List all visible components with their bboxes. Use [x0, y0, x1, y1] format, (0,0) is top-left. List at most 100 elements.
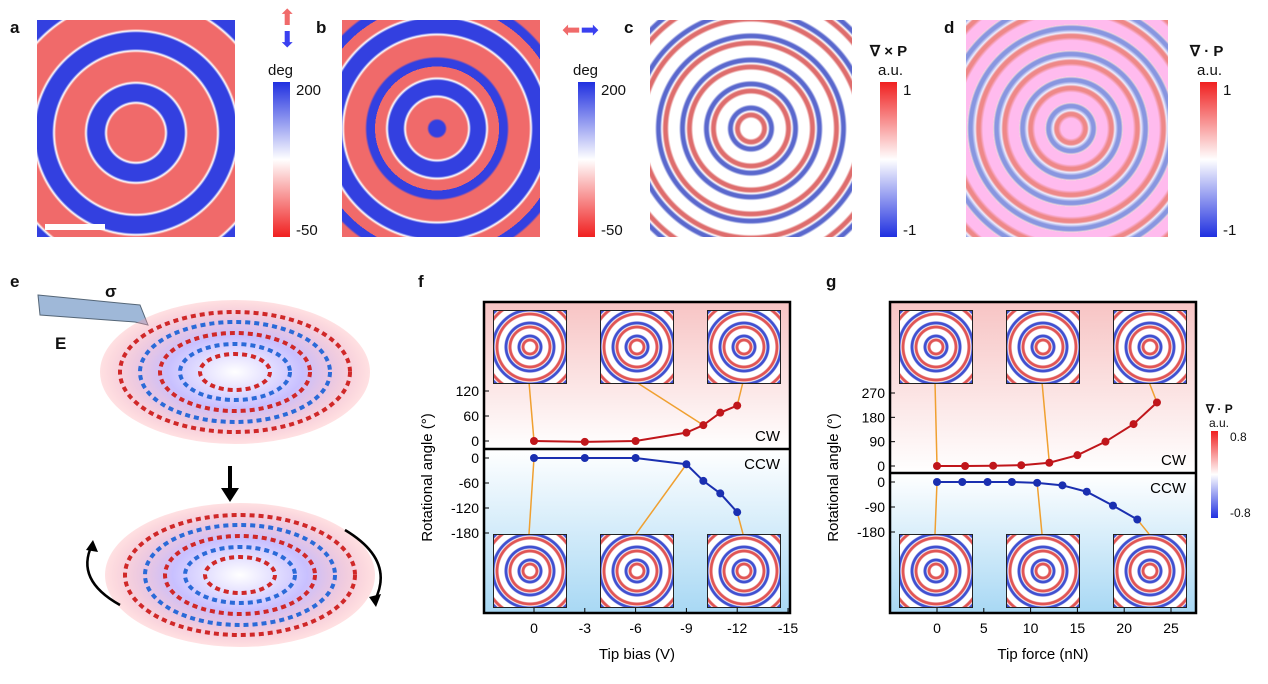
data-point-CCW: [716, 489, 725, 498]
colorbar-d-max: 1: [1223, 82, 1232, 99]
data-point-CCW: [682, 460, 691, 469]
data-point-CCW: [983, 478, 992, 486]
curl-map-c: [650, 20, 852, 237]
series-label-CW: CW: [1161, 452, 1187, 469]
colorbar-a-unit: deg: [268, 62, 294, 79]
colorbar-g-unit: a.u.: [1209, 416, 1230, 430]
colorbar-g-min: -0.8: [1230, 506, 1251, 520]
colorbar-b-max: 200: [601, 82, 627, 99]
div-map-d: [966, 20, 1168, 237]
inset-map: [493, 534, 567, 608]
data-point-CCW: [631, 454, 640, 462]
scale-bar: [45, 224, 105, 230]
plot-frame: [888, 300, 1198, 615]
inset-map: [1113, 310, 1187, 384]
x-tick-label: 10: [1023, 620, 1039, 636]
data-point-CW: [699, 421, 708, 430]
x-tick-label: -9: [680, 620, 693, 636]
x-tick-label: 0: [933, 620, 941, 636]
colorbar-g-title: ∇ · P: [1206, 402, 1233, 416]
colorbar-c-min: -1: [903, 222, 917, 239]
inset-map: [899, 310, 973, 384]
x-tick-label: 20: [1116, 620, 1132, 636]
rotation-arrow-right-icon: [344, 528, 382, 601]
series-label-CCW: CCW: [1150, 480, 1187, 497]
panel-label-c: c: [624, 18, 634, 37]
x-tick-label: 25: [1163, 620, 1179, 636]
x-tick-label: -15: [778, 620, 798, 636]
colorbar-b-min: -50: [601, 222, 623, 239]
y-axis-label: Rotational angle (°): [825, 413, 842, 542]
schematic-e: [37, 294, 382, 647]
panel-label-b: b: [316, 18, 327, 37]
data-point-CW: [961, 462, 970, 470]
panel-label-e: e: [10, 272, 20, 291]
data-point-CW: [580, 437, 589, 446]
inset-pointer-arrow: [736, 381, 744, 406]
panel-label-g: g: [826, 272, 837, 291]
phase-map-b: [342, 20, 540, 237]
data-point-CW: [733, 401, 742, 410]
inset-map: [899, 534, 973, 608]
data-point-CCW: [1007, 478, 1016, 486]
inset-map: [600, 310, 674, 384]
series-label-CW: CW: [755, 428, 781, 445]
data-point-CCW: [1133, 515, 1142, 524]
plot-frame: [482, 300, 792, 615]
x-tick-label: 5: [980, 620, 988, 636]
data-point-CCW: [1082, 487, 1091, 496]
y-tick-label: -180: [857, 524, 885, 540]
y-axis-label: Rotational angle (°): [419, 413, 436, 542]
series-label-CCW: CCW: [744, 456, 781, 473]
y-tick-label: 120: [456, 383, 480, 399]
data-point-CW: [1017, 461, 1026, 470]
data-point-CCW: [1108, 501, 1117, 510]
colorbar-d-unit: a.u.: [1197, 62, 1223, 79]
inset-pointer-arrow: [528, 457, 535, 535]
left-right-arrow-icon: ⬅➡: [562, 17, 599, 42]
x-axis-label: Tip bias (V): [599, 646, 675, 663]
data-point-CW: [631, 437, 640, 445]
inset-map: [707, 534, 781, 608]
data-point-CW: [682, 428, 691, 437]
data-point-CCW: [530, 454, 538, 462]
y-tick-label: 0: [877, 458, 885, 474]
inset-map: [1006, 534, 1080, 608]
colorbar-d-title: ∇ · P: [1190, 43, 1224, 60]
y-tick-label: 60: [463, 408, 479, 424]
data-point-CW: [1045, 458, 1054, 467]
colorbar-d: [1200, 82, 1217, 237]
y-tick-label: 0: [471, 433, 479, 449]
data-point-CW: [716, 408, 725, 417]
data-point-CW: [530, 437, 538, 445]
y-tick-label: -180: [451, 525, 479, 541]
y-tick-label: 90: [869, 434, 885, 450]
data-point-CCW: [958, 478, 967, 486]
data-point-CCW: [580, 454, 589, 462]
data-point-CW: [1101, 437, 1110, 446]
inset-pointer-arrow: [934, 381, 938, 467]
y-tick-label: 0: [877, 474, 885, 490]
colorbar-g-max: 0.8: [1230, 430, 1247, 444]
x-tick-label: 0: [530, 620, 538, 636]
inset-pointer-arrow: [934, 481, 938, 535]
colorbar-c-unit: a.u.: [878, 62, 904, 79]
inset-map: [707, 310, 781, 384]
inset-map: [1113, 534, 1187, 608]
colorbar-b-unit: deg: [573, 62, 599, 79]
data-point-CW: [989, 461, 998, 470]
data-point-CW: [933, 462, 941, 470]
rotation-arrow-left-icon: [86, 544, 121, 607]
y-tick-label: 0: [471, 450, 479, 466]
inset-pointer-arrow: [635, 381, 704, 426]
y-tick-label: -120: [451, 500, 479, 516]
x-tick-label: -6: [629, 620, 642, 636]
down-arrow-icon: ⬇: [278, 27, 297, 52]
data-point-CCW: [699, 476, 708, 485]
inset-map: [600, 534, 674, 608]
colorbar-d-min: -1: [1223, 222, 1237, 239]
y-tick-label: -90: [865, 499, 885, 515]
data-point-CW: [1129, 420, 1138, 429]
y-tick-label: 180: [862, 409, 886, 425]
